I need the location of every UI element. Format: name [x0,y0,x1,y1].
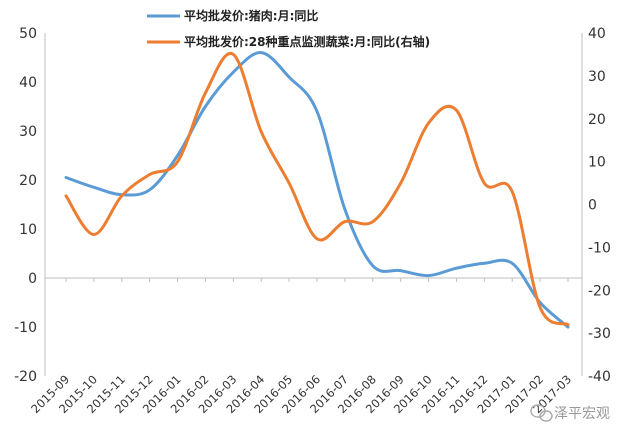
left-tick-label: 0 [28,271,37,287]
left-tick-label: 30 [19,124,37,140]
right-tick-label: 30 [588,69,606,85]
right-tick-label: 10 [588,155,606,171]
series-line-2 [64,51,570,327]
watermark: 泽平宏观 [530,404,610,422]
left-tick-label: 50 [19,26,37,42]
right-tick-label: 40 [588,26,606,42]
left-axis-ticks: 50 40 30 20 10 0 -10 -20 [14,26,37,385]
left-tick-label: 40 [19,75,37,91]
left-tick-label: -20 [14,369,37,385]
wechat-icon [530,404,553,422]
legend-label-1: 平均批发价:猪肉:月:同比 [184,8,318,23]
left-tick-label: -10 [14,320,37,336]
series-group [64,51,570,329]
legend-label-2: 平均批发价:28种重点监测蔬菜:月:同比(右轴) [184,34,430,49]
right-tick-label: -30 [588,326,611,342]
left-tick-label: 20 [19,173,37,189]
right-tick-label: -40 [588,369,611,385]
right-tick-label: -10 [588,240,611,256]
right-tick-label: 0 [588,198,597,214]
x-axis-ticks: 2015-092015-102015-112015-122016-012016-… [28,278,574,416]
series-line-1 [64,51,570,329]
right-tick-label: 20 [588,112,606,128]
axes [44,33,583,376]
right-tick-label: -20 [588,283,611,299]
watermark-text: 泽平宏观 [554,406,610,422]
left-tick-label: 10 [19,222,37,238]
right-axis-ticks: 40 30 20 10 0 -10 -20 -30 -40 [588,26,611,385]
